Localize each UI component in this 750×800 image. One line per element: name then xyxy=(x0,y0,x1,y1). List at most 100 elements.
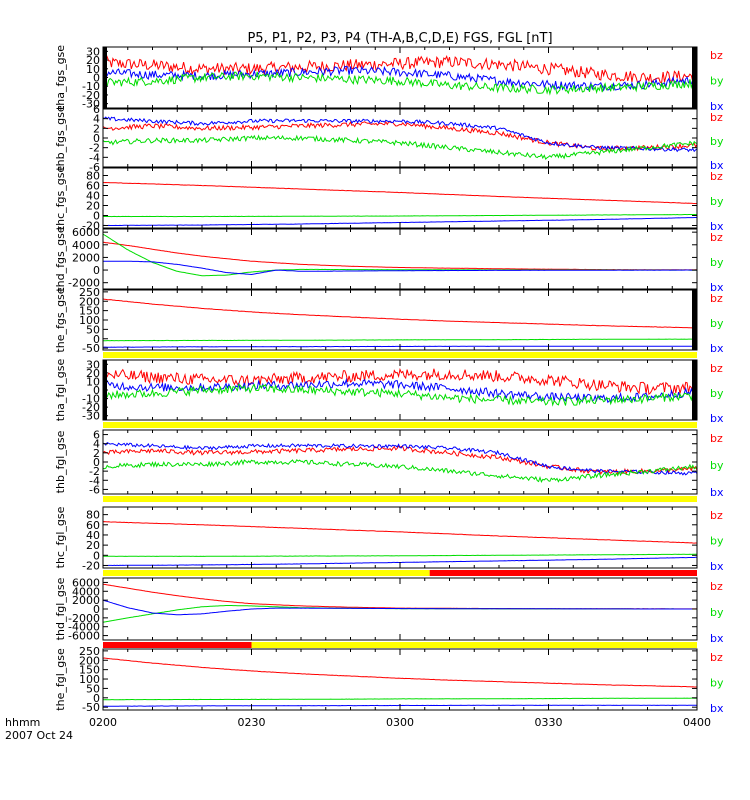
legend-by: by xyxy=(710,677,724,690)
y-tick-label: 6000 xyxy=(72,226,100,239)
y-tick-label: 150 xyxy=(79,305,100,318)
y-tick-label: -4 xyxy=(89,474,100,487)
y-tick-label: -50 xyxy=(82,701,100,714)
y-tick-label: -20 xyxy=(82,89,100,102)
legend-bz: bz xyxy=(710,231,723,244)
y-tick-label: 200 xyxy=(79,654,100,667)
y-tick-label: -4 xyxy=(89,151,100,164)
y-axis-label: thb_fgl_gse xyxy=(54,430,67,493)
panel-frame xyxy=(102,429,698,495)
y-tick-label: 40 xyxy=(86,190,100,203)
y-tick-label: 6 xyxy=(93,103,100,116)
series-bz-line-thd_fgl_gse xyxy=(103,583,697,610)
y-tick-label: 10 xyxy=(86,63,100,76)
status-bars-group xyxy=(103,352,697,648)
y-tick-label: 250 xyxy=(79,645,100,658)
y-tick-label: 150 xyxy=(79,664,100,677)
y-tick-label: 0 xyxy=(93,456,100,469)
legend-bx: bx xyxy=(710,412,724,425)
series-bz-line-tha_fgs_gse xyxy=(103,55,697,85)
y-tick-label: -6 xyxy=(89,161,100,174)
status-bar-segment-yellow xyxy=(103,422,697,428)
series-by-line-thc_fgs_gse xyxy=(103,213,697,218)
series-bz-line-thd_fgs_gse xyxy=(103,241,697,271)
x-tick-label: 0300 xyxy=(386,716,414,729)
legend-by: by xyxy=(710,535,724,548)
status-bar-segment-yellow xyxy=(251,642,697,648)
series-by-line-the_fgs_gse xyxy=(103,338,697,342)
legend-by: by xyxy=(710,317,724,330)
y-tick-label: 20 xyxy=(86,200,100,213)
legend-bx: bx xyxy=(710,281,724,294)
y-tick-label: -50 xyxy=(82,342,100,355)
y-tick-label: 0 xyxy=(93,210,100,223)
series-by-line-tha_fgl_gse xyxy=(103,383,697,407)
x-tick-label: 0200 xyxy=(89,716,117,729)
x-tick-label: 0230 xyxy=(238,716,266,729)
legend-bx: bx xyxy=(710,486,724,499)
y-tick-label: 4000 xyxy=(72,585,100,598)
y-tick-label: 4 xyxy=(93,438,100,451)
status-bar-segment-yellow xyxy=(103,496,697,502)
legend-by: by xyxy=(710,75,724,88)
y-tick-label: 0 xyxy=(93,333,100,346)
y-tick-label: -30 xyxy=(82,98,100,111)
status-bar-segment-red xyxy=(429,570,697,576)
y-tick-label: -4000 xyxy=(68,621,100,634)
y-tick-label: -2000 xyxy=(68,277,100,290)
series-by-line-thb_fgl_gse xyxy=(103,458,697,484)
y-tick-label: 2000 xyxy=(72,251,100,264)
panel-frame xyxy=(102,108,698,168)
series-bx-line-thb_fgs_gse xyxy=(103,116,697,153)
legend-by: by xyxy=(710,256,724,269)
y-tick-label: 100 xyxy=(79,314,100,327)
y-axis-label: thd_fgl_gse xyxy=(54,577,67,640)
y-axis-label: tha_fgs_gse xyxy=(54,45,67,110)
legend-bz: bz xyxy=(710,170,723,183)
legend-bz: bz xyxy=(710,111,723,124)
y-tick-label: -20 xyxy=(82,559,100,572)
legend-bx: bx xyxy=(710,220,724,233)
y-axis-label: thd_fgs_gse xyxy=(54,226,67,292)
x-tick-label: 0330 xyxy=(535,716,563,729)
y-tick-label: 50 xyxy=(86,323,100,336)
y-tick-label: 100 xyxy=(79,673,100,686)
y-tick-label: 40 xyxy=(86,529,100,542)
y-axis-label: the_fgl_gse xyxy=(54,648,67,711)
y-axis-label: tha_fgl_gse xyxy=(54,359,67,422)
series-bx-line-thd_fgl_gse xyxy=(103,599,697,616)
series-bx-line-tha_fgs_gse xyxy=(103,65,697,92)
legend-by: by xyxy=(710,459,724,472)
status-bar-segment-yellow xyxy=(103,570,430,576)
y-tick-label: 6000 xyxy=(72,576,100,589)
series-bz-line-the_fgl_gse xyxy=(103,657,697,688)
legend-by: by xyxy=(710,135,724,148)
y-tick-label: 200 xyxy=(79,295,100,308)
legend-bx: bx xyxy=(710,632,724,645)
y-tick-label: -2 xyxy=(89,142,100,155)
series-bx-line-thd_fgs_gse xyxy=(103,260,697,276)
x-axis-label-date: 2007 Oct 24 xyxy=(5,729,73,742)
y-tick-label: 30 xyxy=(86,45,100,58)
y-tick-label: 6 xyxy=(93,429,100,442)
chart-title: P5, P1, P2, P3, P4 (TH-A,B,C,D,E) FGS, F… xyxy=(247,31,552,46)
status-bar-segment-yellow xyxy=(103,352,697,358)
legend-by: by xyxy=(710,195,724,208)
legend-by: by xyxy=(710,606,724,619)
legend-bz: bz xyxy=(710,292,723,305)
legend-by: by xyxy=(710,387,724,400)
y-tick-label: 0 xyxy=(93,603,100,616)
legend-bz: bz xyxy=(710,509,723,522)
y-tick-label: 50 xyxy=(86,682,100,695)
panel-frame xyxy=(102,228,698,290)
series-bz-line-thc_fgs_gse xyxy=(103,181,697,205)
legend-bx: bx xyxy=(710,100,724,113)
y-axis-label: thc_fgs_gse xyxy=(54,166,67,231)
